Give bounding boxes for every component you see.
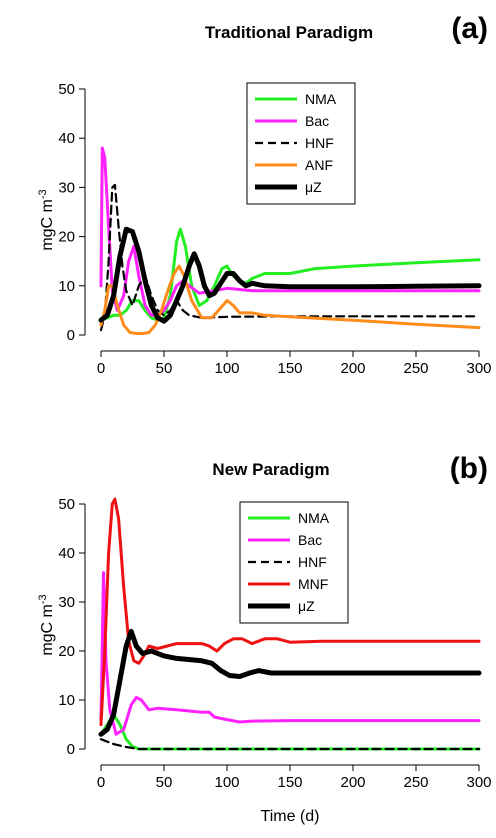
- x-tick-label: 150: [277, 774, 302, 791]
- legend: NMA Bac HNF MNF μZ: [239, 501, 349, 624]
- x-tick-label: 100: [214, 774, 239, 791]
- y-tick-label: 20: [58, 229, 75, 246]
- axes: 0 50 100 150 200 250 300 0 10 20 30 40 50: [58, 496, 491, 791]
- x-tick-label: 250: [403, 360, 428, 377]
- y-tick-label: 20: [58, 643, 75, 660]
- series-line-hnf: [99, 738, 481, 751]
- x-tick-label: 0: [97, 774, 105, 791]
- x-tick-label: 200: [340, 360, 365, 377]
- legend-label: Bac: [298, 532, 322, 548]
- y-tick-label: 50: [58, 81, 75, 98]
- legend-label: Bac: [305, 113, 329, 129]
- y-tick-label: 50: [58, 496, 75, 513]
- series-line-nma: [99, 227, 481, 322]
- x-tick-label: 100: [214, 360, 239, 377]
- x-tick-label: 50: [156, 360, 173, 377]
- legend-box: [246, 82, 356, 205]
- y-axis-label: mgC m-3: [37, 594, 56, 655]
- series-line-z: [98, 226, 482, 324]
- x-tick-label: 300: [466, 360, 491, 377]
- legend-label: HNF: [298, 554, 327, 570]
- x-tick-label: 250: [403, 774, 428, 791]
- legend-label: μZ: [298, 598, 315, 614]
- panel-tag: (b): [450, 452, 488, 485]
- chart-title: Traditional Paradigm: [205, 23, 373, 42]
- series-line-hnf: [99, 183, 481, 332]
- y-tick-label: 0: [67, 327, 75, 344]
- y-tick-label: 10: [58, 278, 75, 295]
- x-tick-label: 200: [340, 774, 365, 791]
- legend-label: NMA: [298, 510, 330, 526]
- y-tick-label: 0: [67, 741, 75, 758]
- panel-a: Traditional Paradigm (a) mgC m-3 0 50 100 1…: [37, 12, 492, 377]
- panel-tag: (a): [451, 12, 488, 45]
- x-tick-label: 0: [97, 360, 105, 377]
- chart-title: New Paradigm: [212, 460, 329, 479]
- series-lines: [98, 146, 482, 335]
- y-tick-label: 40: [58, 130, 75, 147]
- x-tick-label: 150: [277, 360, 302, 377]
- series-line-anf: [99, 264, 481, 335]
- y-tick-label: 30: [58, 594, 75, 611]
- legend-label: NMA: [305, 91, 337, 107]
- axes: 0 50 100 150 200 250 300 0 10 20 30 40 50: [58, 81, 491, 377]
- x-tick-label: 300: [466, 774, 491, 791]
- legend: NMA Bac HNF ANF μZ: [246, 82, 356, 205]
- legend-label: MNF: [298, 576, 328, 592]
- panel-b: New Paradigm (b) mgC m-3 Time (d) 0 50 100…: [37, 452, 492, 825]
- y-tick-label: 10: [58, 692, 75, 709]
- series-line-mnf: [99, 497, 481, 726]
- y-tick-label: 40: [58, 545, 75, 562]
- legend-box: [239, 501, 349, 624]
- legend-label: μZ: [305, 179, 322, 195]
- y-axis-label: mgC m-3: [37, 189, 56, 250]
- series-lines: [98, 497, 482, 751]
- series-line-z: [98, 628, 482, 737]
- x-tick-label: 50: [156, 774, 173, 791]
- x-axis-label: Time (d): [261, 808, 320, 825]
- legend-label: HNF: [305, 135, 334, 151]
- y-tick-label: 30: [58, 179, 75, 196]
- legend-label: ANF: [305, 157, 333, 173]
